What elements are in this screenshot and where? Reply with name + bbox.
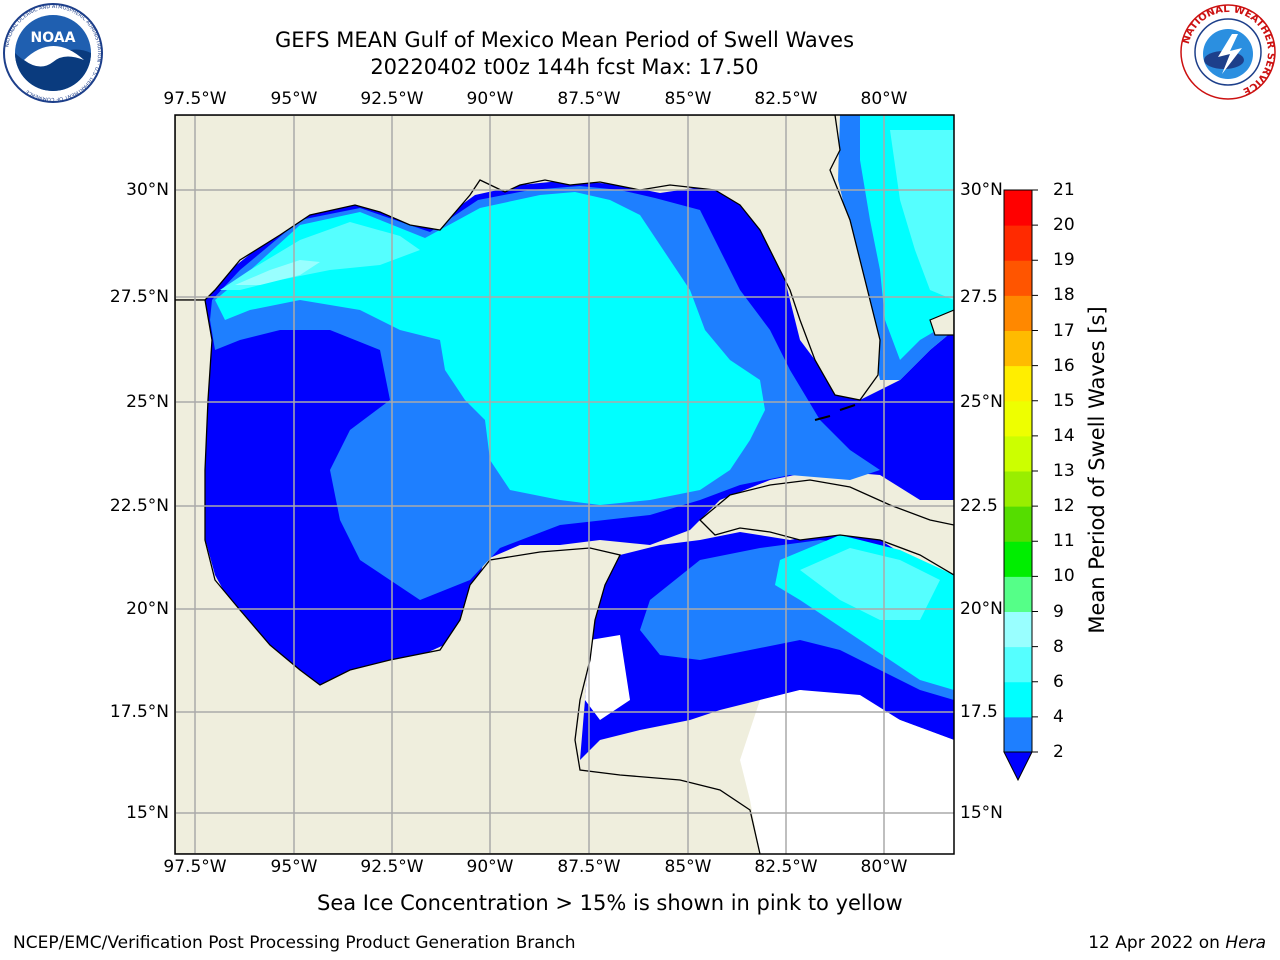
map-frame [174,114,955,855]
lat-tick-left: 30°N [126,180,169,200]
lat-tick-right: 22.5 [960,496,998,516]
colorbar-tick-label: 13 [1053,461,1075,481]
colorbar-tick-label: 4 [1053,706,1064,727]
land-cuba [699,479,954,576]
colorbar-segment [1004,295,1032,331]
colorbar-segment [1004,330,1032,367]
map-area [175,115,954,854]
land-bahamas [929,309,954,336]
colorbar-segment [1004,400,1032,437]
lat-tick-right: 27.5 [960,287,998,307]
colorbar-tick-label: 2 [1053,742,1064,762]
footer-branch: NCEP/EMC/Verification Post Processing Pr… [13,933,576,953]
colorbar-tick-label: 9 [1053,601,1064,622]
lat-tick-left: 15°N [126,803,169,823]
no-data-honduras-coast [585,635,630,720]
lat-tick-left: 25°N [126,392,169,412]
colorbar-segment [1004,435,1032,472]
colorbar-segment [1004,365,1032,402]
lon-tick-top: 95°W [270,89,318,109]
noaa-logo: NOAA NATIONAL OCEANIC AND ATMOSPHERIC AD… [3,3,103,103]
lat-tick-left: 20°N [126,599,169,619]
colorbar-tick-label: 19 [1053,250,1075,271]
map-title: GEFS MEAN Gulf of Mexico Mean Period of … [274,28,855,52]
lat-tick-right: 15°N [960,803,1003,823]
sea-ice-note: Sea Ice Concentration > 15% is shown in … [317,891,903,915]
lon-tick-bottom: 85°W [664,857,712,877]
lon-tick-bottom: 92.5°W [360,857,424,877]
lon-tick-top: 92.5°W [360,89,424,109]
footer-machine: Hera [1225,933,1266,953]
lon-tick-bottom: 97.5°W [163,857,227,877]
nws-logo: NATIONAL WEATHER SERVICE [1180,4,1276,100]
colorbar-label: Mean Period of Swell Waves [s] [1085,306,1109,634]
footer-date: 12 Apr 2022 on Hera [1088,933,1266,953]
colorbar-segment [1004,541,1032,577]
atlantic-period-8-9 [890,130,954,300]
colorbar-segment [1004,471,1032,507]
colorbar-tick-label: 10 [1053,566,1075,587]
gulf-period-9-10 [235,260,320,285]
colorbar-tick-label: 8 [1053,636,1064,657]
lon-tick-top: 80°W [860,89,908,109]
land-florida-keys [814,404,856,421]
lat-tick-left: 22.5°N [109,496,169,516]
caribbean-period-8-9 [800,548,940,620]
lon-tick-bottom: 95°W [270,857,318,877]
lon-tick-top: 90°W [466,89,514,109]
colorbar-tick-label: 12 [1053,496,1075,517]
noaa-logo-text: NOAA [31,30,76,46]
colorbar-tick-label: 18 [1053,285,1075,306]
colorbar-segment [1004,716,1032,753]
colorbar-segment [1004,576,1032,612]
colorbar-segment [1004,611,1032,648]
colorbar-tick-label: 20 [1053,215,1075,236]
lat-tick-right: 25°N [960,392,1003,412]
colorbar-tick-label: 6 [1053,671,1064,692]
colorbar-tick-label: 15 [1053,390,1075,411]
lat-tick-left: 27.5°N [109,287,169,307]
lon-tick-top: 85°W [664,89,712,109]
colorbar-tick-label: 16 [1053,355,1075,376]
map-subtitle: 20220402 t00z 144h fcst Max: 17.50 [370,55,759,79]
colorbar [1003,189,1038,782]
lon-tick-bottom: 90°W [466,857,514,877]
colorbar-tick-label: 11 [1053,531,1075,552]
colorbar-extend-min [1003,751,1033,782]
colorbar-segment [1004,260,1032,296]
lon-tick-bottom: 87.5°W [557,857,621,877]
lat-tick-right: 30°N [960,180,1003,200]
colorbar-tick-label: 17 [1053,320,1075,341]
lon-tick-top: 87.5°W [557,89,621,109]
lon-tick-top: 97.5°W [163,89,227,109]
lat-tick-right: 20°N [960,599,1003,619]
gridlines [175,115,954,854]
lon-tick-bottom: 82.5°W [754,857,818,877]
colorbar-tick-label: 14 [1053,425,1075,446]
colorbar-segment [1004,681,1032,718]
colorbar-segment [1004,225,1032,261]
colorbar-segment [1004,506,1032,542]
colorbar-segment [1004,646,1032,683]
colorbar-tick-label: 21 [1053,180,1075,200]
colorbar-segment [1004,190,1032,226]
lon-tick-bottom: 80°W [860,857,908,877]
footer-date-text: 12 Apr 2022 on [1088,933,1226,953]
lat-tick-left: 17.5°N [109,702,169,722]
lat-tick-right: 17.5 [960,702,998,722]
lon-tick-top: 82.5°W [754,89,818,109]
